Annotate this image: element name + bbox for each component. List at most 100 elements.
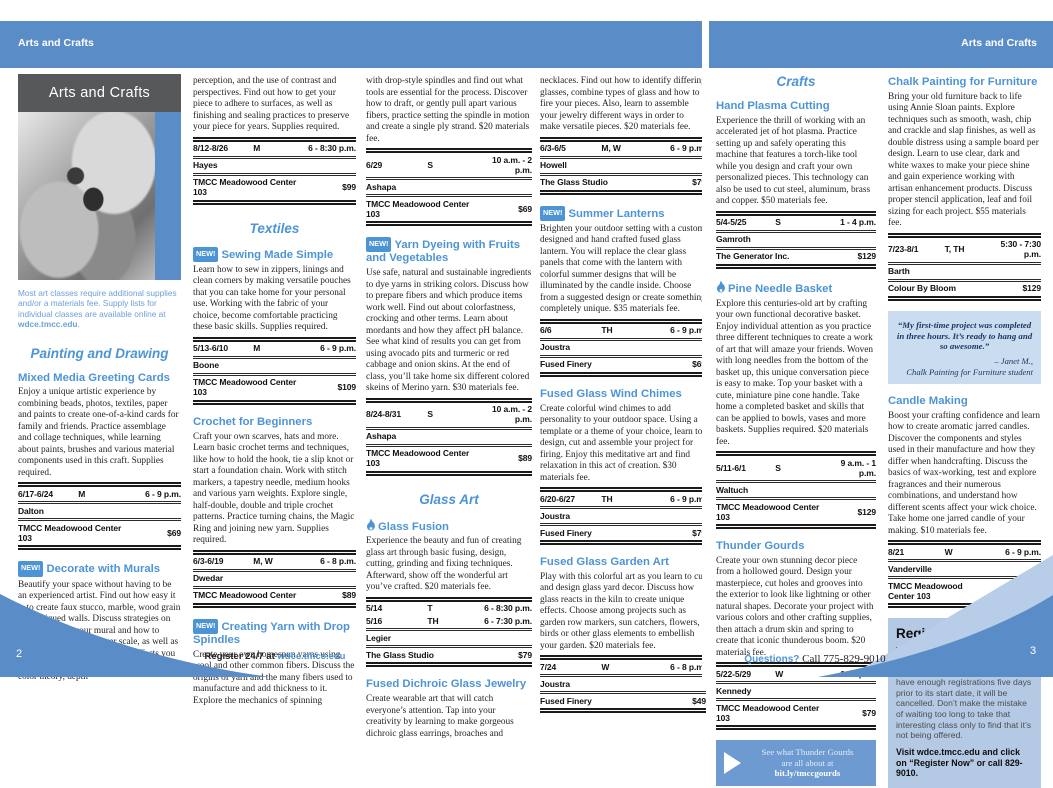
class-days: S — [775, 451, 824, 482]
class-title: Fused Glass Wind Chimes — [540, 387, 682, 400]
class-days: T, TH — [944, 232, 991, 264]
class-instructor: Legier — [366, 628, 532, 647]
class-title: NEW! Decorate with Murals — [18, 561, 181, 577]
class-location: TMCC Meadowood Center 103 — [366, 194, 478, 226]
class-card-thunder-gourds: Thunder Gourds Create your own stunning … — [716, 540, 876, 731]
class-price: $79 — [477, 645, 532, 668]
class-title: Candle Making — [888, 395, 968, 408]
header-label-left: Arts and Crafts — [18, 37, 94, 49]
arts-and-crafts-photo-card: Arts and Crafts — [18, 74, 181, 280]
class-description: Boost your crafting confidence and learn… — [888, 410, 1041, 536]
play-icon[interactable] — [724, 752, 741, 775]
new-badge: NEW! — [366, 237, 392, 253]
class-card-murals: NEW! Decorate with Murals Beautify your s… — [18, 561, 181, 683]
register-footer-link[interactable]: wdce.tmcc.edu — [277, 651, 346, 662]
class-price: $49 — [651, 691, 706, 714]
questions-label: Questions? — [744, 654, 800, 665]
class-price: $109 — [302, 372, 356, 405]
class-date: 6/17-6/24 — [18, 482, 79, 503]
class-instructor: Joustra — [540, 337, 706, 357]
class-time: 6 - 8:30 p.m. — [302, 136, 356, 157]
class-title: Thunder Gourds — [716, 540, 805, 553]
class-days: S — [427, 148, 478, 179]
class-price: $79 — [823, 698, 876, 731]
class-description: Brighten your outdoor setting with a cus… — [540, 223, 706, 315]
caption-link[interactable]: wdce.tmcc.edu — [18, 319, 78, 330]
class-instructor: Dalton — [18, 501, 181, 520]
class-instructor: Howell — [540, 155, 706, 174]
video-promo-text: See what Thunder Gourds are all about at… — [747, 747, 868, 779]
class-location: Colour By Bloom — [888, 278, 991, 301]
thunder-gourds-video-promo[interactable]: See what Thunder Gourds are all about at… — [716, 740, 876, 786]
class-description: Create wearable art that will catch ever… — [366, 694, 514, 739]
class-days: S — [775, 210, 824, 232]
schedule-table: 6/17-6/24 M 6 - 9 p.m. Dalton TMCC Meadowo… — [18, 482, 181, 551]
class-title-text: Yarn Dyeing with Fruits and Vegetables — [366, 239, 521, 265]
class-price: $39 — [990, 576, 1041, 609]
class-time: 6 - 9 p.m. — [990, 540, 1041, 561]
class-date: 5/14 — [366, 596, 428, 616]
schedule-table: 6/29 S 10 a.m. - 2 p.m. Ashapa TMCC Meadow… — [366, 148, 532, 226]
class-price: $129 — [990, 278, 1041, 301]
quote-text: “My first-time project was completed in … — [896, 319, 1033, 352]
register-footer-text: Register 24/7 at — [204, 651, 278, 662]
column-2: perception, and the use of contrast and … — [193, 74, 356, 710]
class-location: The Glass Studio — [540, 172, 652, 195]
quote-attr-role: Chalk Painting for Furniture student — [906, 366, 1033, 377]
register-title: Register today! — [896, 626, 995, 642]
class-days: W — [944, 540, 991, 561]
header-label-right: Arts and Crafts — [961, 37, 1037, 49]
class-description: Explore this centuries-old art by crafti… — [716, 298, 874, 447]
class-description: Bring your old furniture back to life us… — [888, 91, 1039, 229]
class-date-2: 5/16 — [366, 615, 383, 626]
class-card-lanterns: NEW! Summer Lanterns Brighten your outdoo… — [540, 205, 706, 377]
page-number-right: 3 — [1030, 645, 1037, 657]
class-title: Glass Fusion — [366, 518, 532, 534]
class-date: 7/23-8/1 — [888, 232, 945, 264]
flame-icon — [716, 280, 726, 296]
class-instructor: Vanderville — [888, 559, 1041, 578]
schedule-table: 8/21 W 6 - 9 p.m. Vanderville TMCC Meadowo… — [888, 540, 1041, 609]
class-price: $69 — [477, 194, 532, 226]
new-badge: NEW! — [18, 561, 44, 577]
class-time: 6 - 9 p.m. — [127, 482, 181, 503]
class-days: TH — [601, 487, 652, 508]
schedule-table: 5/22-5/29 W 6 - 9 p.m. Kennedy TMCC Meadow… — [716, 662, 876, 731]
class-time: 9 a.m. - 1 p.m. — [823, 451, 876, 482]
class-title: Mixed Media Greeting Cards — [18, 371, 170, 384]
section-glass-art: Glass Art — [419, 491, 479, 507]
video-link[interactable]: bit.ly/tmccgourds — [774, 768, 841, 779]
schedule-table: 7/24 W 6 - 8 p.m. Joustra Fused Finery $49 — [540, 655, 706, 714]
class-title: NEW! Summer Lanterns — [540, 205, 706, 221]
class-location: The Glass Studio — [366, 645, 478, 668]
schedule-table: 5/14 T 6 - 8:30 p.m. 5/16 TH 6 - 7:30 p.m. L… — [366, 596, 532, 668]
class-location: TMCC Meadowood Center 103 — [716, 698, 824, 731]
class-days: W — [601, 655, 652, 676]
class-description: Experience the thrill of working with an… — [716, 115, 871, 207]
class-date: 6/29 — [366, 148, 428, 179]
class-instructor: Gamroth — [716, 229, 876, 249]
class-description: Beautify your space without having to be… — [18, 579, 181, 682]
class-instructor: Boone — [193, 355, 356, 375]
class-price: $79 — [651, 523, 706, 546]
class-location: Fused Finery — [540, 523, 652, 546]
class-instructor: Waltuch — [716, 480, 876, 499]
schedule-table: 7/23-8/1 T, TH 5:30 - 7:30 p.m. Barth Colo… — [888, 232, 1041, 301]
class-time: 6 - 9 p.m. — [651, 136, 706, 157]
schedule-table: 6/20-6/27 TH 6 - 9 p.m. Joustra Fused Fine… — [540, 487, 706, 546]
class-description: Use safe, natural and sustainable ingred… — [366, 268, 532, 394]
class-time: 5:30 - 7:30 p.m. — [990, 232, 1041, 264]
class-days: TH — [601, 318, 652, 340]
class-location: The Generator Inc. — [716, 246, 824, 269]
class-price: $89 — [302, 585, 356, 608]
class-card-mixed-media: Mixed Media Greeting Cards Enjoy a uniqu… — [18, 372, 181, 551]
photo-card-title: Arts and Crafts — [18, 74, 181, 112]
class-price: $89 — [477, 443, 532, 476]
class-title: Hand Plasma Cutting — [716, 100, 830, 112]
class-time: 6 - 9 p.m. — [302, 336, 356, 358]
flame-icon — [366, 518, 376, 534]
column-3: with drop-style spindles and find out wh… — [366, 74, 532, 743]
caption-suffix: . — [77, 319, 80, 330]
page-gutter — [702, 0, 709, 677]
